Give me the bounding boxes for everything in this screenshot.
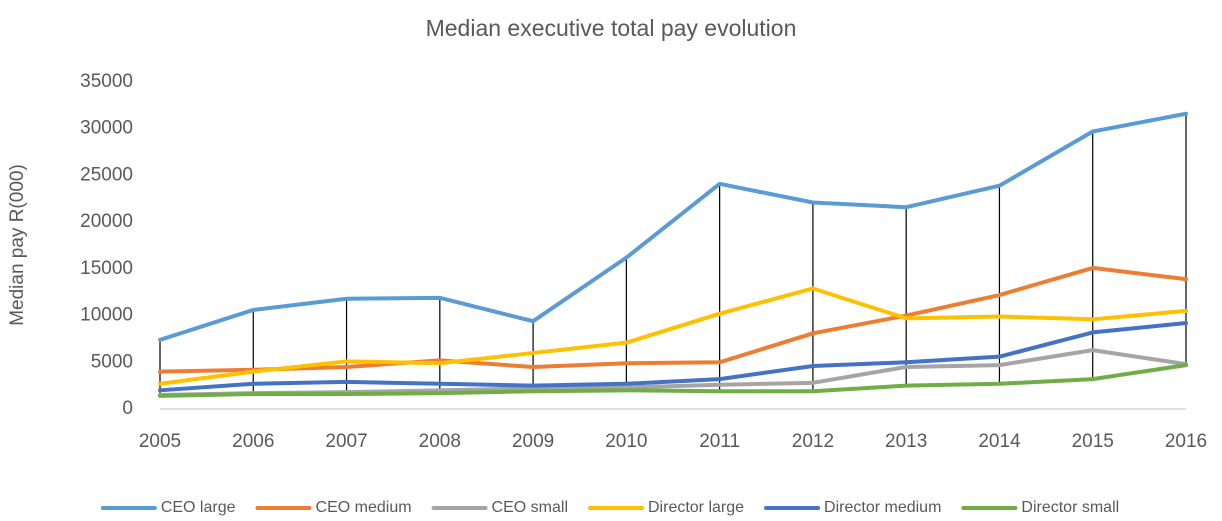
x-tick-label: 2016 bbox=[1165, 431, 1207, 452]
x-tick-label: 2009 bbox=[512, 431, 554, 452]
x-tick-label: 2014 bbox=[978, 431, 1021, 452]
y-tick-label: 35000 bbox=[80, 71, 133, 92]
legend-label: CEO large bbox=[161, 499, 236, 516]
series-line bbox=[158, 348, 1188, 397]
y-tick-label: 10000 bbox=[80, 305, 133, 326]
legend-label: CEO medium bbox=[316, 499, 412, 516]
legend-label: Director large bbox=[648, 499, 744, 516]
x-tick-label: 2008 bbox=[419, 431, 461, 452]
series-line bbox=[158, 265, 1188, 374]
series-line bbox=[158, 286, 1188, 386]
x-tick-label: 2005 bbox=[139, 431, 181, 452]
x-tick-label: 2010 bbox=[605, 431, 647, 452]
y-axis-label: Median pay R(000) bbox=[7, 164, 28, 326]
x-tick-label: 2007 bbox=[325, 431, 367, 452]
y-tick-label: 20000 bbox=[80, 211, 133, 232]
y-tick-label: 30000 bbox=[80, 118, 133, 139]
y-tick-label: 25000 bbox=[80, 164, 133, 185]
x-tick-label: 2013 bbox=[885, 431, 927, 452]
x-tick-label: 2006 bbox=[232, 431, 274, 452]
y-tick-label: 0 bbox=[122, 398, 133, 419]
legend-label: Director medium bbox=[824, 499, 941, 516]
series-line bbox=[158, 111, 1188, 342]
x-tick-label: 2011 bbox=[699, 431, 740, 452]
legend-label: CEO small bbox=[492, 499, 568, 516]
y-tick-label: 5000 bbox=[91, 351, 133, 372]
x-tick-label: 2012 bbox=[792, 431, 834, 452]
series-line bbox=[158, 363, 1188, 398]
chart-title: Median executive total pay evolution bbox=[426, 15, 797, 41]
x-tick-label: 2015 bbox=[1072, 431, 1114, 452]
y-tick-label: 15000 bbox=[80, 258, 133, 279]
series-line bbox=[158, 321, 1188, 393]
legend-label: Director small bbox=[1021, 499, 1119, 516]
